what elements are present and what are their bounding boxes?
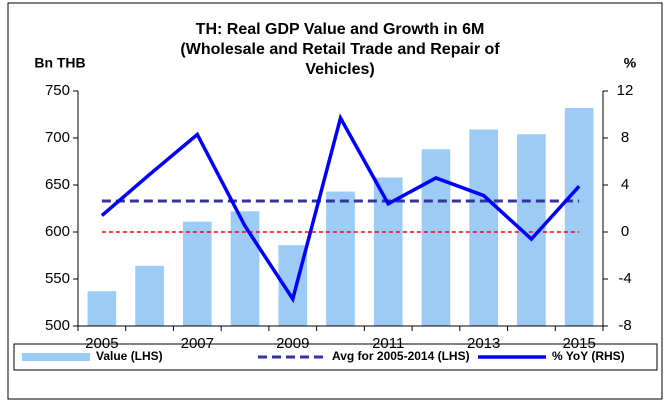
bar bbox=[87, 291, 117, 326]
bar bbox=[469, 129, 498, 326]
x-tick-label: 2005 bbox=[85, 335, 118, 352]
legend-swatch bbox=[22, 353, 90, 361]
bar bbox=[135, 265, 164, 326]
x-tick-label: 2007 bbox=[181, 335, 214, 352]
y2-tick-label: -8 bbox=[618, 317, 631, 334]
y2-tick-label: 0 bbox=[621, 223, 629, 240]
y-tick-label: 550 bbox=[45, 270, 70, 287]
y-tick-label: 650 bbox=[45, 176, 70, 193]
legend-label: Value (LHS) bbox=[96, 349, 163, 363]
legend bbox=[13, 343, 658, 371]
chart-title: Vehicles) bbox=[305, 61, 374, 78]
y2-tick-label: -4 bbox=[618, 270, 631, 287]
legend-label: % YoY (RHS) bbox=[552, 349, 625, 363]
y-tick-label: 750 bbox=[45, 82, 70, 99]
y2-axis-label: % bbox=[624, 55, 637, 71]
bar bbox=[230, 211, 260, 326]
y2-tick-label: 8 bbox=[621, 129, 629, 146]
chart-title: TH: Real GDP Value and Growth in 6M bbox=[196, 21, 485, 38]
y2-tick-label: 12 bbox=[617, 82, 634, 99]
bar bbox=[421, 149, 451, 326]
bar bbox=[564, 107, 594, 326]
chart-title: (Wholesale and Retail Trade and Repair o… bbox=[180, 41, 500, 58]
y-tick-label: 600 bbox=[45, 223, 70, 240]
y-tick-label: 500 bbox=[45, 317, 70, 334]
y-axis-label: Bn THB bbox=[34, 55, 85, 71]
bar bbox=[183, 221, 212, 326]
x-tick-label: 2013 bbox=[467, 335, 500, 352]
growth-line bbox=[100, 113, 581, 304]
y-tick-label: 700 bbox=[45, 129, 70, 146]
bar bbox=[326, 191, 355, 326]
legend-label: Avg for 2005-2014 (LHS) bbox=[332, 349, 470, 363]
x-tick-label: 2011 bbox=[372, 335, 404, 352]
x-tick-label: 2015 bbox=[562, 335, 595, 352]
y2-tick-label: 4 bbox=[621, 176, 629, 193]
x-tick-label: 2009 bbox=[276, 335, 309, 352]
